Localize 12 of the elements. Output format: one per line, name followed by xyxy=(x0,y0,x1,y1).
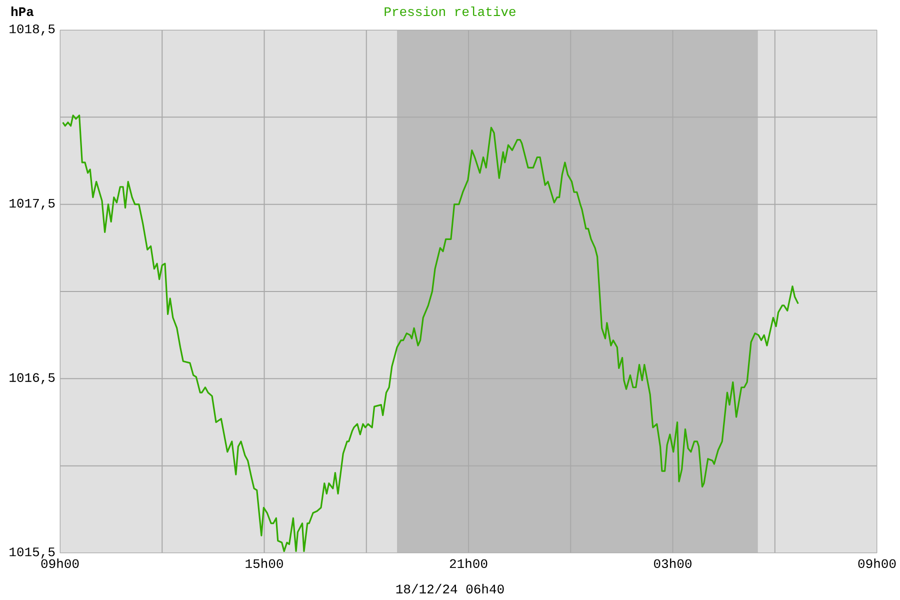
x-tick-label: 21h00 xyxy=(450,558,488,568)
x-tick-label: 03h00 xyxy=(654,558,692,568)
y-tick-label: 1017,5 xyxy=(10,198,55,210)
y-tick-label: 1016,5 xyxy=(10,373,55,384)
x-tick-label: 15h00 xyxy=(246,558,283,568)
text: 18/12/24 06h40 xyxy=(396,584,504,594)
y-axis-title: hPa xyxy=(11,6,34,16)
x-tick-label: 09h00 xyxy=(858,558,896,568)
y-tick-label: 1018,5 xyxy=(10,24,55,36)
x-tick-label: 09h00 xyxy=(41,558,79,568)
y-tick-label: 1015,5 xyxy=(10,547,55,558)
chart-title: Pression relative xyxy=(384,6,516,16)
